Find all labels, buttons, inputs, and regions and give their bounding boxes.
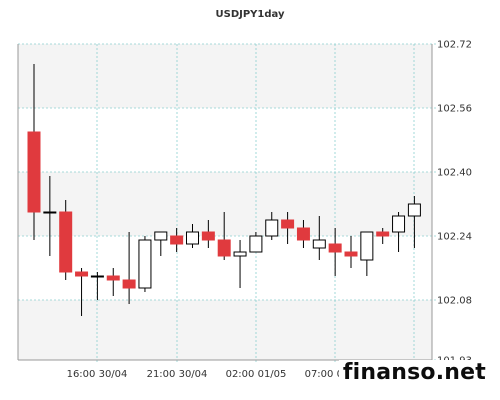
candle-body [201, 231, 215, 241]
candle [75, 268, 89, 316]
candle-body [296, 227, 310, 241]
candle-body [186, 231, 199, 245]
candle [170, 228, 184, 252]
y-tick-label: 102.72 [437, 40, 472, 51]
candle-body [360, 231, 374, 261]
candle [312, 216, 326, 260]
candle-body [138, 239, 152, 289]
candle [265, 212, 279, 240]
candle-body [312, 239, 326, 249]
candle [281, 212, 295, 244]
plot-background [18, 44, 432, 360]
y-tick-label: 102.40 [437, 168, 472, 179]
candle-body [217, 239, 231, 257]
candle-body [122, 279, 136, 289]
plot-band [18, 44, 432, 108]
x-tick-label: 16:00 30/04 [67, 369, 128, 380]
candle [344, 236, 358, 268]
candle-body [233, 251, 247, 257]
candles [27, 64, 421, 316]
candle-body [90, 275, 104, 278]
candle [249, 232, 263, 253]
candle [407, 196, 421, 248]
candle [27, 64, 41, 240]
candle-body [154, 231, 168, 241]
candle-body [27, 131, 41, 213]
candle [328, 228, 342, 276]
candle-body [249, 235, 263, 253]
candle-body [43, 211, 57, 214]
candle-body [59, 211, 73, 273]
x-tick-label: 02:00 01/05 [226, 369, 287, 380]
candle [122, 232, 136, 304]
candle-body [328, 243, 342, 253]
plot-band [18, 172, 432, 236]
chart-title: USDJPY1day [215, 9, 285, 20]
candle [233, 240, 247, 288]
candle [360, 231, 374, 276]
candle-body [75, 271, 89, 277]
candle [201, 220, 215, 248]
candle [43, 176, 57, 256]
candle-body [281, 219, 295, 229]
plot-band [18, 108, 432, 172]
watermark-logo: finanso.net [338, 360, 490, 385]
candle-body [376, 231, 390, 237]
candle-body [344, 251, 358, 257]
candle [186, 224, 199, 248]
y-tick-label: 102.08 [437, 296, 472, 307]
y-tick-label: 102.24 [437, 232, 472, 243]
y-tick-label: 102.56 [437, 104, 472, 115]
candle [90, 272, 104, 300]
x-tick-label: 07:00 01/05 [305, 369, 366, 380]
candle-body [407, 203, 421, 217]
candle [296, 220, 310, 248]
candle [59, 200, 73, 280]
candle [106, 268, 120, 296]
candle [154, 231, 168, 256]
x-tick-label: 21:00 30/04 [147, 369, 208, 380]
plot-band [18, 300, 432, 360]
candle-body [106, 275, 120, 281]
candle [376, 228, 390, 244]
candle-body [170, 235, 184, 245]
candle [217, 212, 231, 260]
candle-body [265, 219, 279, 237]
candle [392, 212, 406, 252]
candle-body [392, 215, 406, 233]
candle [138, 236, 152, 292]
